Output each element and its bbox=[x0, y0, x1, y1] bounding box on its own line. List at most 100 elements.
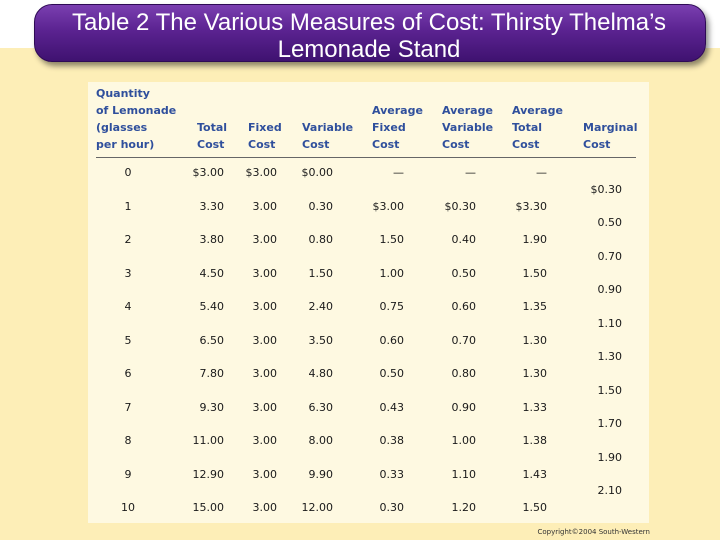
total-cost-cell: 11.00 bbox=[192, 434, 225, 447]
average-total-cost-cell: 1.35 bbox=[522, 300, 548, 313]
fixed-cost-cell: 3.00 bbox=[252, 434, 278, 447]
average-variable-cost-cell: 1.20 bbox=[451, 501, 477, 514]
fixed-cost-header: Fixed Cost bbox=[248, 119, 282, 153]
marginal-cost-cell: 1.10 bbox=[597, 316, 623, 330]
quantity-header-line: Quantity bbox=[96, 87, 150, 100]
quantity-header-line: (glasses bbox=[96, 121, 148, 134]
average-fixed-cost-cell: 0.60 bbox=[379, 333, 405, 347]
quantity-header: Quantity of Lemonade (glasses per hour) bbox=[96, 85, 176, 153]
variable-cost-header-line: Cost bbox=[302, 138, 330, 151]
average-total-cost-header-line: Cost bbox=[512, 138, 540, 151]
variable-cost-cell: 6.30 bbox=[308, 400, 334, 414]
average-total-cost-cell: 1.90 bbox=[522, 233, 548, 246]
fixed-cost-cell: 3.00 bbox=[252, 467, 278, 481]
quantity-cell: 6 bbox=[124, 367, 132, 380]
average-variable-cost-header-line: Variable bbox=[442, 121, 494, 134]
average-total-cost-cell: 1.43 bbox=[522, 467, 548, 481]
slide-title: Table 2 The Various Measures of Cost: Th… bbox=[71, 9, 667, 63]
marginal-cost-cell: 0.90 bbox=[597, 283, 623, 297]
marginal-cost-cell: 0.70 bbox=[597, 249, 623, 263]
average-fixed-cost-cell: 0.33 bbox=[379, 467, 405, 481]
marginal-cost-cell: 1.30 bbox=[597, 350, 623, 364]
average-fixed-cost-cell: 1.50 bbox=[379, 233, 405, 246]
average-total-cost-cell: 1.50 bbox=[522, 501, 548, 514]
total-cost-cell: 5.40 bbox=[199, 300, 225, 313]
average-fixed-cost-cell: — bbox=[393, 166, 404, 179]
total-cost-cell: 6.50 bbox=[199, 333, 225, 347]
fixed-cost-cell: 3.00 bbox=[252, 266, 278, 280]
average-variable-cost-cell: $0.30 bbox=[444, 199, 477, 213]
average-variable-cost-cell: 0.40 bbox=[451, 233, 477, 246]
cost-table bbox=[88, 82, 649, 523]
variable-cost-cell: 12.00 bbox=[301, 501, 334, 514]
total-cost-cell: 12.90 bbox=[192, 467, 225, 481]
average-variable-cost-header-line: Average bbox=[442, 104, 493, 117]
average-total-cost-cell: 1.30 bbox=[522, 367, 548, 380]
fixed-cost-cell: 3.00 bbox=[252, 199, 278, 213]
average-fixed-cost-cell: 0.50 bbox=[379, 367, 405, 380]
total-cost-cell: 4.50 bbox=[199, 266, 225, 280]
quantity-cell: 0 bbox=[124, 166, 132, 179]
fixed-cost-cell: 3.00 bbox=[252, 400, 278, 414]
total-cost-cell: 3.30 bbox=[199, 199, 225, 213]
average-fixed-cost-header-line: Cost bbox=[372, 138, 400, 151]
fixed-cost-cell: 3.00 bbox=[252, 233, 278, 246]
average-variable-cost-cell: 0.50 bbox=[451, 266, 477, 280]
header-divider bbox=[96, 157, 636, 158]
average-fixed-cost-header: Average Fixed Cost bbox=[372, 102, 423, 153]
average-total-cost-header-line: Average bbox=[512, 104, 563, 117]
fixed-cost-header-line: Fixed bbox=[248, 121, 282, 134]
variable-cost-cell: 4.80 bbox=[308, 367, 334, 380]
variable-cost-header-line: Variable bbox=[302, 121, 354, 134]
quantity-cell: 3 bbox=[124, 266, 132, 280]
quantity-cell: 10 bbox=[121, 501, 135, 514]
average-fixed-cost-cell: 0.38 bbox=[379, 434, 405, 447]
quantity-cell: 8 bbox=[124, 434, 132, 447]
total-cost-cell: 3.80 bbox=[199, 233, 225, 246]
variable-cost-cell: 0.80 bbox=[308, 233, 334, 246]
average-variable-cost-cell: 0.80 bbox=[451, 367, 477, 380]
marginal-cost-cell: 0.50 bbox=[597, 216, 623, 230]
variable-cost-cell: 0.30 bbox=[308, 199, 334, 213]
total-cost-cell: 7.80 bbox=[199, 367, 225, 380]
average-fixed-cost-header-line: Average bbox=[372, 104, 423, 117]
variable-cost-cell: $0.00 bbox=[301, 166, 334, 179]
fixed-cost-cell: 3.00 bbox=[252, 300, 278, 313]
marginal-cost-header: Marginal Cost bbox=[583, 119, 637, 153]
fixed-cost-cell: 3.00 bbox=[252, 501, 278, 514]
variable-cost-header: Variable Cost bbox=[302, 119, 353, 153]
title-banner bbox=[34, 4, 706, 62]
quantity-cell: 4 bbox=[124, 300, 132, 313]
average-variable-cost-cell: 0.70 bbox=[451, 333, 477, 347]
total-cost-header: Total Cost bbox=[197, 119, 227, 153]
marginal-cost-cell: $0.30 bbox=[590, 182, 623, 196]
variable-cost-cell: 3.50 bbox=[308, 333, 334, 347]
average-variable-cost-cell: 1.00 bbox=[451, 434, 477, 447]
average-variable-cost-cell: 0.90 bbox=[451, 400, 477, 414]
average-total-cost-cell: — bbox=[536, 166, 547, 179]
average-total-cost-cell: 1.33 bbox=[522, 400, 548, 414]
total-cost-cell: 15.00 bbox=[192, 501, 225, 514]
average-fixed-cost-cell: 0.30 bbox=[379, 501, 405, 514]
total-cost-header-line: Cost bbox=[197, 138, 225, 151]
quantity-cell: 5 bbox=[124, 333, 132, 347]
average-fixed-cost-header-line: Fixed bbox=[372, 121, 406, 134]
total-cost-cell: 9.30 bbox=[199, 400, 225, 414]
average-total-cost-cell: 1.50 bbox=[522, 266, 548, 280]
copyright-notice: Copyright©2004 South-Western bbox=[537, 528, 650, 536]
total-cost-header-line: Total bbox=[197, 121, 228, 134]
average-fixed-cost-cell: 0.43 bbox=[379, 400, 405, 414]
marginal-cost-cell: 2.10 bbox=[597, 484, 623, 498]
variable-cost-cell: 1.50 bbox=[308, 266, 334, 280]
fixed-cost-cell: 3.00 bbox=[252, 367, 278, 380]
marginal-cost-cell: 1.50 bbox=[597, 383, 623, 397]
fixed-cost-cell: $3.00 bbox=[245, 166, 278, 179]
fixed-cost-cell: 3.00 bbox=[252, 333, 278, 347]
marginal-cost-header-line: Cost bbox=[583, 138, 611, 151]
average-variable-cost-header-line: Cost bbox=[442, 138, 470, 151]
average-fixed-cost-cell: $3.00 bbox=[372, 199, 405, 213]
average-fixed-cost-cell: 0.75 bbox=[379, 300, 405, 313]
quantity-cell: 9 bbox=[124, 467, 132, 481]
quantity-cell: 2 bbox=[124, 233, 132, 246]
quantity-cell: 1 bbox=[124, 199, 132, 213]
